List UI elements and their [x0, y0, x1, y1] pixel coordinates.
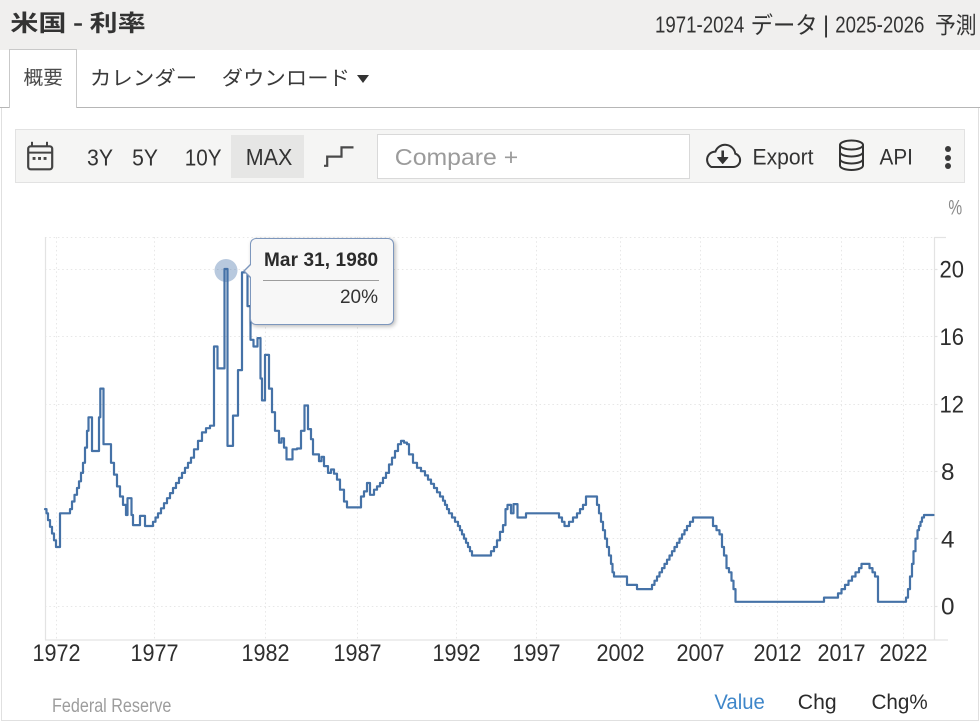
- svg-text:Compare +: Compare +: [395, 144, 518, 170]
- svg-text:3Y: 3Y: [87, 145, 113, 171]
- svg-text:12: 12: [940, 391, 965, 418]
- svg-text:2002: 2002: [597, 640, 645, 667]
- svg-text:10Y: 10Y: [185, 145, 222, 171]
- svg-text:1987: 1987: [334, 640, 382, 667]
- svg-text:|: |: [823, 12, 829, 38]
- svg-text:1982: 1982: [242, 640, 290, 667]
- svg-text:1972: 1972: [33, 640, 81, 667]
- svg-text:1977: 1977: [131, 640, 179, 667]
- svg-text:Chg: Chg: [798, 691, 837, 714]
- svg-text:2022: 2022: [880, 640, 928, 667]
- svg-text:16: 16: [940, 324, 965, 351]
- svg-text:8: 8: [941, 459, 955, 486]
- svg-text:2025-2026: 2025-2026: [835, 12, 924, 38]
- svg-text:Chg%: Chg%: [872, 691, 928, 714]
- svg-text:Federal Reserve: Federal Reserve: [52, 696, 171, 717]
- svg-text:1971-2024: 1971-2024: [655, 12, 744, 38]
- svg-text:MAX: MAX: [246, 144, 292, 170]
- svg-text:2007: 2007: [677, 640, 725, 667]
- svg-text:2017: 2017: [818, 640, 866, 667]
- svg-text:%: %: [948, 197, 962, 220]
- svg-text:0: 0: [941, 594, 955, 621]
- svg-text:1997: 1997: [513, 640, 561, 667]
- svg-text:4: 4: [941, 526, 955, 553]
- svg-text:5Y: 5Y: [132, 145, 158, 171]
- svg-text:Value: Value: [714, 691, 764, 714]
- svg-text:20: 20: [940, 257, 965, 284]
- svg-text:API: API: [880, 145, 913, 170]
- svg-text:2012: 2012: [754, 640, 802, 667]
- svg-text:Export: Export: [753, 145, 814, 170]
- svg-text:1992: 1992: [433, 640, 481, 667]
